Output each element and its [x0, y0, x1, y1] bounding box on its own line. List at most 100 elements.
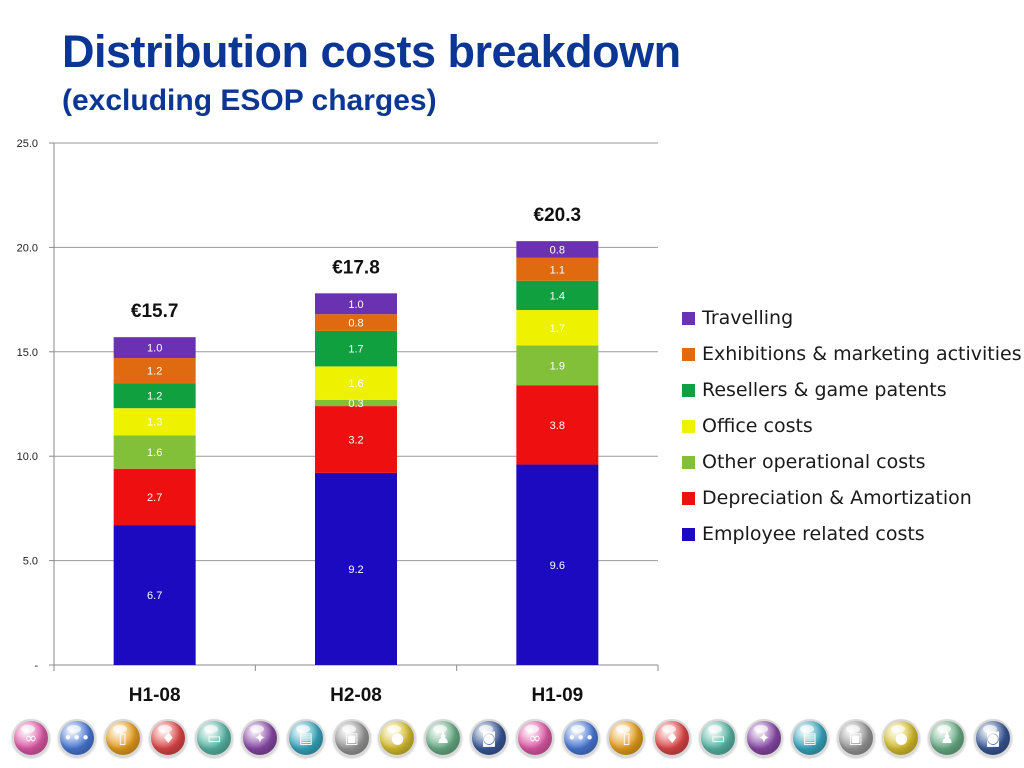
- bar-segment: [113, 383, 196, 409]
- icon-glyph: ◙: [985, 729, 1001, 747]
- legend-item: Depreciation & Amortization: [682, 480, 1022, 516]
- dots-icon: •••: [57, 719, 96, 757]
- camera-icon: ◙: [973, 719, 1012, 757]
- x-tick-label: H2-08: [330, 685, 382, 706]
- legend-swatch: [682, 455, 695, 469]
- icon-glyph: ▣: [344, 729, 359, 747]
- bar-segment: [516, 464, 599, 665]
- card-icon: ▣: [836, 719, 875, 757]
- icon-glyph: ●: [390, 729, 404, 747]
- data-label: 1.7: [550, 323, 565, 335]
- x-tick-label: H1-08: [129, 685, 181, 706]
- bar-segment: [315, 399, 397, 407]
- legend-item: Office costs: [682, 408, 1022, 444]
- legend-swatch: [682, 347, 695, 361]
- legend-item: Exhibitions & marketing activities: [682, 336, 1022, 372]
- legend-label: Exhibitions & marketing activities: [702, 343, 1022, 365]
- data-label: 9.2: [348, 564, 363, 576]
- icon-glyph: ▭: [207, 729, 222, 747]
- legend-item: Other operational costs: [682, 444, 1022, 480]
- icon-glyph: ▣: [848, 729, 863, 747]
- tablet-icon: ▤: [790, 719, 829, 757]
- total-label: €15.7: [131, 301, 179, 322]
- data-label: 6.7: [147, 590, 162, 602]
- people-icon: ♟: [928, 719, 967, 757]
- bar-segment: [315, 314, 397, 331]
- data-label: 1.6: [348, 378, 363, 390]
- y-tick-label: -: [34, 660, 38, 672]
- icon-glyph: ▤: [298, 729, 313, 747]
- dots-icon: •••: [561, 719, 600, 757]
- icon-glyph: ▤: [802, 729, 817, 747]
- tablet-icon: ▤: [286, 719, 325, 757]
- total-label: €20.3: [534, 205, 582, 226]
- slide-subtitle: (excluding ESOP charges): [62, 84, 437, 117]
- phone-icon: ▯: [607, 719, 646, 757]
- y-tick-label: 5.0: [23, 556, 38, 568]
- chart-legend: Travelling Exhibitions & marketing activi…: [682, 300, 1022, 552]
- data-label: 0.8: [348, 318, 363, 330]
- phone-icon: ▯: [103, 719, 142, 757]
- legend-label: Travelling: [702, 307, 794, 329]
- data-label: 1.7: [348, 344, 363, 356]
- tv-icon: ▭: [699, 719, 738, 757]
- data-label: 0.3: [348, 398, 363, 410]
- data-label: 1.2: [147, 391, 162, 403]
- icon-glyph: ✦: [253, 729, 267, 747]
- camera-icon: ◙: [470, 719, 509, 757]
- y-tick-label: 10.0: [17, 451, 38, 463]
- icon-glyph: ♦: [161, 729, 176, 747]
- bar-segment: [315, 366, 397, 400]
- icon-glyph: •••: [567, 729, 594, 747]
- bar-segment: [113, 358, 196, 384]
- dragon-icon: ✦: [744, 719, 783, 757]
- coin-icon: ●: [378, 719, 417, 757]
- x-tick-label: H1-09: [531, 685, 583, 706]
- rings-icon: ∞: [11, 719, 50, 757]
- bar-segment: [113, 468, 196, 526]
- data-label: 9.6: [550, 560, 565, 572]
- bar-segment: [516, 310, 599, 346]
- bar-segment: [315, 293, 397, 315]
- data-label: 0.8: [550, 244, 565, 256]
- legend-swatch: [682, 419, 695, 433]
- icon-glyph: ✦: [757, 729, 771, 747]
- legend-label: Employee related costs: [702, 523, 925, 545]
- legend-label: Resellers & game patents: [702, 379, 947, 401]
- icon-glyph: ▭: [711, 729, 726, 747]
- legend-swatch: [682, 383, 695, 397]
- cards-icon: ♦: [653, 719, 692, 757]
- tv-icon: ▭: [195, 719, 234, 757]
- bar-segment: [315, 472, 397, 665]
- data-label: 1.3: [147, 417, 162, 429]
- dragon-icon: ✦: [240, 719, 279, 757]
- card-icon: ▣: [332, 719, 371, 757]
- bar-segment: [516, 385, 599, 465]
- data-label: 1.6: [147, 447, 162, 459]
- bar-segment: [113, 337, 196, 359]
- bar-segment: [113, 408, 196, 436]
- slide-title: Distribution costs breakdown: [62, 26, 681, 77]
- y-tick-label: 15.0: [17, 347, 38, 359]
- data-label: 1.0: [348, 299, 363, 311]
- coin-icon: ●: [882, 719, 921, 757]
- data-label: 1.4: [550, 290, 565, 302]
- icon-glyph: ∞: [24, 729, 38, 747]
- icon-glyph: •••: [63, 729, 90, 747]
- legend-item: Resellers & game patents: [682, 372, 1022, 408]
- legend-label: Office costs: [702, 415, 813, 437]
- footer-icon-strip: ∞ ••• ▯ ♦ ▭ ✦ ▤ ▣ ● ♟ ◙ ∞ ••• ▯ ♦ ▭ ✦ ▤ ▣ ● ♟ ◙: [0, 708, 1024, 768]
- bar-segment: [315, 406, 397, 473]
- bar-segment: [113, 435, 196, 469]
- y-tick-label: 25.0: [17, 138, 38, 150]
- legend-item: Employee related costs: [682, 516, 1022, 552]
- y-tick-label: 20.0: [17, 242, 38, 254]
- icon-glyph: ♟: [436, 729, 450, 747]
- total-label: €17.8: [332, 257, 380, 278]
- bar-segment: [315, 330, 397, 367]
- icon-glyph: ▯: [118, 729, 127, 747]
- legend-item: Travelling: [682, 300, 1022, 336]
- legend-label: Other operational costs: [702, 451, 926, 473]
- icon-glyph: ●: [894, 729, 908, 747]
